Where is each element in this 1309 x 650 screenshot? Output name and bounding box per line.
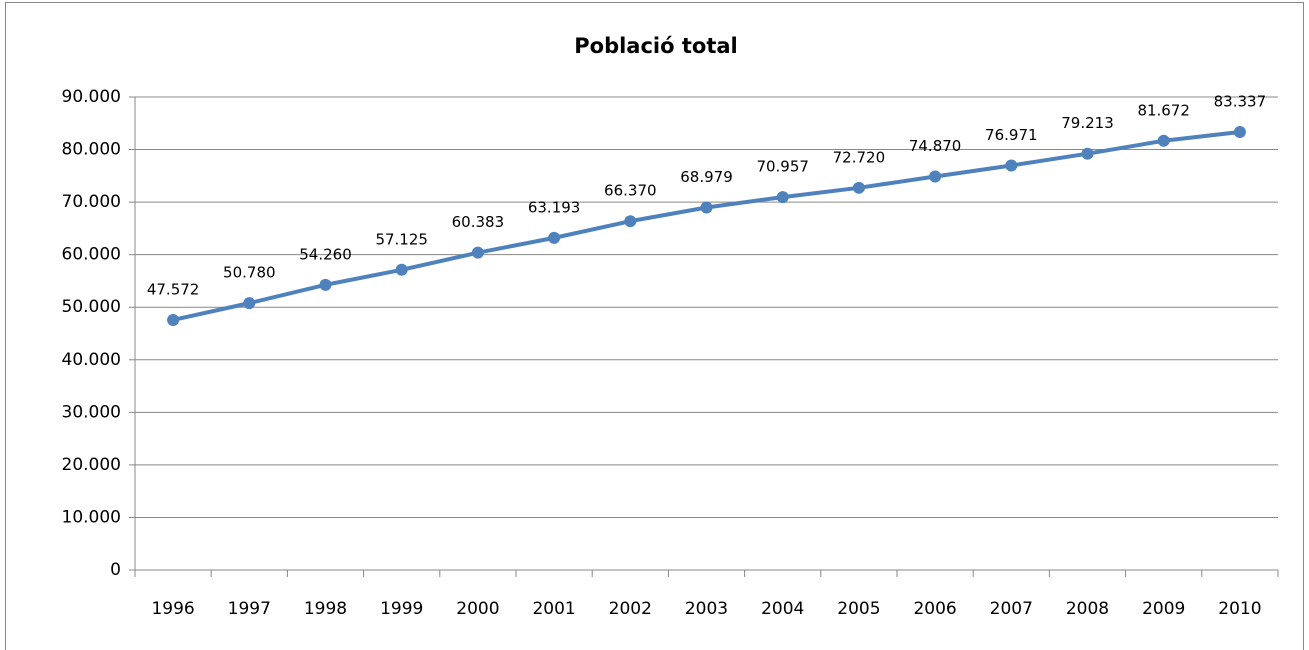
y-tick-label: 60.000 — [62, 245, 121, 265]
data-label: 57.125 — [375, 230, 428, 248]
data-label: 74.870 — [909, 137, 962, 155]
x-tick-label: 1997 — [228, 599, 271, 619]
point — [776, 191, 789, 204]
x-tick-label: 2000 — [456, 599, 499, 619]
x-tick-label: 2005 — [837, 599, 880, 619]
chart-title: Població total — [574, 34, 737, 58]
point — [929, 170, 942, 183]
x-tick-label: 2007 — [990, 599, 1033, 619]
data-label: 47.572 — [147, 280, 200, 298]
point — [624, 215, 637, 228]
y-tick-label: 90.000 — [62, 87, 121, 107]
data-label: 70.957 — [756, 158, 809, 176]
point — [471, 246, 484, 259]
point — [852, 181, 865, 194]
x-tick-label: 2001 — [532, 599, 575, 619]
point — [1233, 126, 1246, 139]
data-label: 81.672 — [1137, 101, 1190, 119]
x-tick-label: 2008 — [1066, 599, 1109, 619]
point — [167, 313, 180, 326]
data-label: 66.370 — [604, 182, 657, 200]
y-tick-label: 30.000 — [62, 402, 121, 422]
data-label: 68.979 — [680, 168, 733, 186]
x-tick-label: 2006 — [913, 599, 956, 619]
point — [319, 278, 332, 291]
data-label: 79.213 — [1061, 114, 1114, 132]
y-tick-label: 0 — [110, 560, 121, 580]
y-tick-label: 50.000 — [62, 297, 121, 317]
y-tick-label: 40.000 — [62, 350, 121, 370]
data-label: 60.383 — [452, 213, 505, 231]
x-tick-label: 2010 — [1218, 599, 1261, 619]
data-label: 72.720 — [833, 148, 886, 166]
data-label: 76.971 — [985, 126, 1038, 144]
data-label: 54.260 — [299, 245, 352, 263]
point — [395, 263, 408, 276]
data-label: 83.337 — [1214, 93, 1267, 111]
x-tick-label: 1998 — [304, 599, 347, 619]
point — [243, 297, 256, 310]
point — [700, 201, 713, 214]
point — [1005, 159, 1018, 172]
x-tick-label: 1996 — [151, 599, 194, 619]
chart-border — [5, 2, 1304, 650]
y-tick-label: 70.000 — [62, 192, 121, 212]
y-tick-label: 20.000 — [62, 455, 121, 475]
y-tick-label: 10.000 — [62, 507, 121, 527]
x-tick-label: 2002 — [609, 599, 652, 619]
point — [1081, 147, 1094, 160]
x-tick-label: 2009 — [1142, 599, 1185, 619]
y-tick-label: 80.000 — [62, 140, 121, 160]
data-label: 63.193 — [528, 198, 581, 216]
point — [1157, 134, 1170, 147]
x-tick-label: 1999 — [380, 599, 423, 619]
x-tick-label: 2003 — [685, 599, 728, 619]
x-tick-label: 2004 — [761, 599, 804, 619]
data-label: 50.780 — [223, 264, 276, 282]
point — [548, 231, 561, 244]
